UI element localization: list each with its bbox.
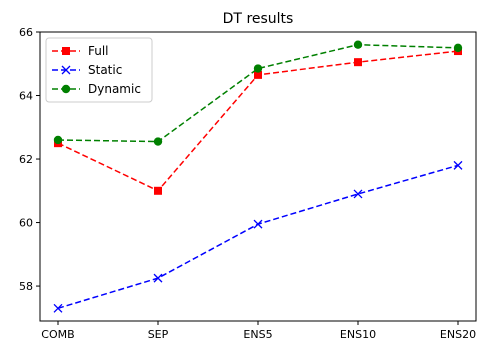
data-point-dynamic [53, 135, 63, 145]
x-tick-label: ENS10 [340, 328, 376, 341]
data-point-dynamic [153, 137, 163, 146]
data-point-static [353, 189, 363, 199]
chart-title: DT results [223, 11, 294, 27]
x-tick-label: COMB [41, 328, 74, 341]
series-line-static [57, 164, 459, 310]
legend-label-full: Full [88, 44, 109, 58]
y-tick-label: 64 [19, 90, 33, 103]
x-tick-label: ENS5 [243, 328, 272, 341]
series-line-dynamic [57, 43, 459, 143]
legend-box [45, 37, 153, 103]
data-point-full [254, 70, 262, 79]
data-point-dynamic [253, 64, 263, 73]
plot-area [53, 40, 463, 313]
y-tick-label: 58 [19, 280, 33, 293]
y-tick-label: 62 [19, 153, 33, 166]
data-point-static [153, 273, 163, 283]
y-tick-label: 66 [19, 26, 33, 39]
data-point-dynamic [353, 40, 363, 49]
legend-marker-dynamic [61, 84, 71, 94]
data-point-static [453, 160, 463, 170]
data-point-static [53, 303, 63, 313]
data-point-dynamic [453, 43, 463, 53]
data-point-static [253, 219, 263, 229]
data-point-full [354, 58, 362, 67]
legend-marker-full [62, 47, 70, 55]
legend: Full Static Dynamic [45, 37, 153, 103]
x-tick-label: SEP [148, 328, 169, 341]
legend-label-dynamic: Dynamic [88, 82, 141, 96]
data-point-full [154, 186, 162, 195]
x-tick-label: ENS20 [440, 328, 476, 341]
legend-label-static: Static [88, 63, 122, 77]
y-tick-label: 60 [19, 217, 33, 230]
legend-marker-static [61, 65, 71, 75]
